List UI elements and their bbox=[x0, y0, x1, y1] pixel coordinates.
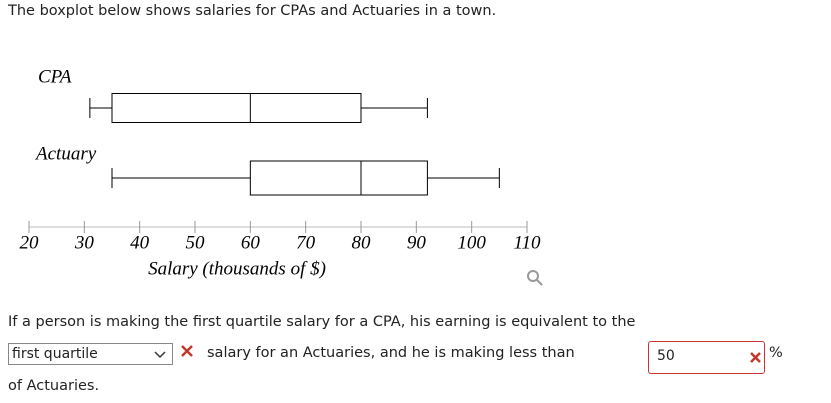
category-label: Actuary bbox=[34, 143, 97, 164]
question-text: If a person is making the first quartile… bbox=[8, 314, 636, 330]
question-text: of Actuaries. bbox=[8, 378, 100, 394]
x-tick-label: 50 bbox=[186, 232, 206, 253]
question-text: salary for an Actuaries, and he is makin… bbox=[207, 345, 575, 361]
answer-select[interactable]: first quartile bbox=[8, 343, 173, 365]
x-tick-label: 80 bbox=[352, 232, 372, 253]
wrong-icon bbox=[181, 345, 193, 357]
x-axis-label: Salary (thousands of $) bbox=[148, 258, 326, 279]
x-tick-label: 30 bbox=[74, 232, 95, 253]
x-tick-label: 60 bbox=[241, 232, 261, 253]
x-tick-label: 110 bbox=[513, 232, 541, 253]
x-tick-label: 70 bbox=[296, 232, 316, 253]
answer-input[interactable]: 50 bbox=[648, 341, 765, 374]
x-tick-label: 90 bbox=[407, 232, 427, 253]
box bbox=[249, 160, 428, 196]
input-value: 50 bbox=[657, 348, 675, 364]
category-label: CPA bbox=[38, 66, 72, 87]
select-value: first quartile bbox=[12, 346, 98, 362]
x-tick-label: 100 bbox=[457, 232, 486, 253]
zoom-icon[interactable] bbox=[527, 270, 543, 286]
box bbox=[111, 93, 362, 123]
wrong-icon bbox=[750, 352, 761, 363]
x-tick-label: 40 bbox=[130, 232, 150, 253]
unit: % bbox=[769, 345, 783, 361]
x-tick-label: 20 bbox=[20, 232, 40, 253]
title: The boxplot below shows salaries for CPA… bbox=[8, 3, 497, 19]
chart: Salary (thousands of $) 20 30 40 50 60 70 80 90… bbox=[20, 66, 543, 286]
chevron bbox=[154, 351, 166, 359]
